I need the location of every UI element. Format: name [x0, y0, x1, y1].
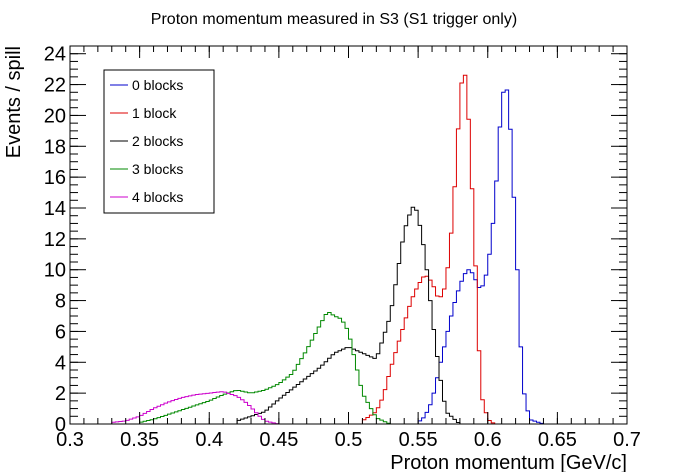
series-2-line: [236, 206, 461, 424]
x-tick-label: 0.55: [399, 429, 438, 451]
y-tick-label: 0: [55, 414, 66, 436]
y-tick-label: 24: [44, 44, 66, 66]
x-tick-label: 0.65: [538, 429, 577, 451]
x-tick-label: 0.7: [613, 429, 641, 451]
x-tick-label: 0.5: [335, 429, 363, 451]
series-3-line: [139, 312, 391, 425]
y-tick-label: 6: [55, 321, 66, 343]
legend-label: 1 block: [132, 105, 177, 121]
y-tick-label: 14: [44, 198, 66, 220]
x-tick-label: 0.6: [474, 429, 502, 451]
plot-area: [111, 74, 544, 425]
y-tick-label: 12: [44, 229, 66, 251]
legend-label: 2 blocks: [132, 133, 183, 149]
legend-label: 0 blocks: [132, 77, 183, 93]
x-axis-title: Proton momentum [GeV/c]: [390, 452, 627, 472]
y-tick-label: 16: [44, 167, 66, 189]
series-1-line: [361, 74, 496, 424]
x-axis: 0.3 0.35 0.4 0.45 0.5 0.55 0.6 0.65 0.7: [56, 46, 641, 451]
y-tick-label: 20: [44, 105, 66, 127]
legend: 0 blocks 1 block 2 blocks 3 blocks 4 blocks: [103, 69, 215, 214]
legend-label: 4 blocks: [132, 189, 183, 205]
y-tick-label: 4: [55, 352, 66, 374]
y-axis-title: Events / spill: [3, 46, 25, 158]
y-tick-label: 18: [44, 136, 66, 158]
y-tick-label: 8: [55, 291, 66, 313]
x-tick-label: 0.35: [120, 429, 159, 451]
x-tick-label: 0.45: [259, 429, 298, 451]
chart-title: Proton momentum measured in S3 (S1 trigg…: [151, 11, 517, 28]
x-tick-label: 0.4: [195, 429, 223, 451]
x-tick-label: 0.3: [56, 429, 84, 451]
legend-label: 3 blocks: [132, 161, 183, 177]
y-tick-label: 2: [55, 383, 66, 405]
y-tick-label: 22: [44, 75, 66, 97]
y-tick-label: 10: [44, 260, 66, 282]
